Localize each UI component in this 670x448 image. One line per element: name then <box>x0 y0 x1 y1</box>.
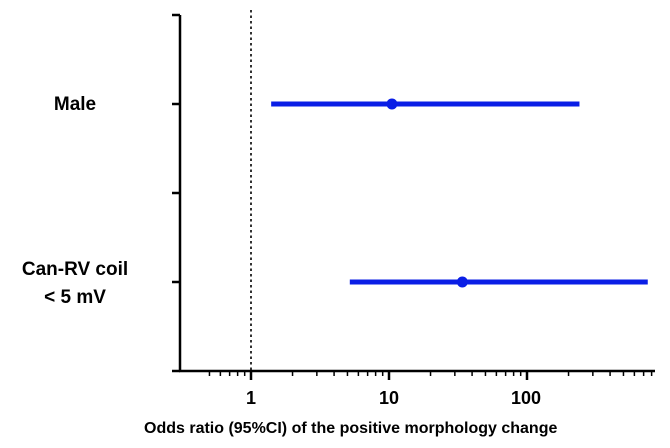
x-axis-title: Odds ratio (95%CI) of the positive morph… <box>144 420 558 437</box>
point-estimate-1 <box>456 276 468 288</box>
row-label-can-rv-line2: < 5 mV <box>44 287 106 308</box>
row-label-male-text: Male <box>53 94 97 115</box>
row-label-can-rv: Can-RV coil < 5 mV <box>10 256 140 312</box>
axes <box>172 13 655 380</box>
data-marks <box>271 98 648 288</box>
row-label-male: Male <box>20 91 130 119</box>
x-tick-label-1: 1 <box>245 388 257 408</box>
point-estimate-0 <box>386 98 398 110</box>
row-label-can-rv-line1: Can-RV coil <box>21 259 129 280</box>
x-tick-label-100: 100 <box>510 388 542 408</box>
x-tick-label-10: 10 <box>378 388 400 408</box>
